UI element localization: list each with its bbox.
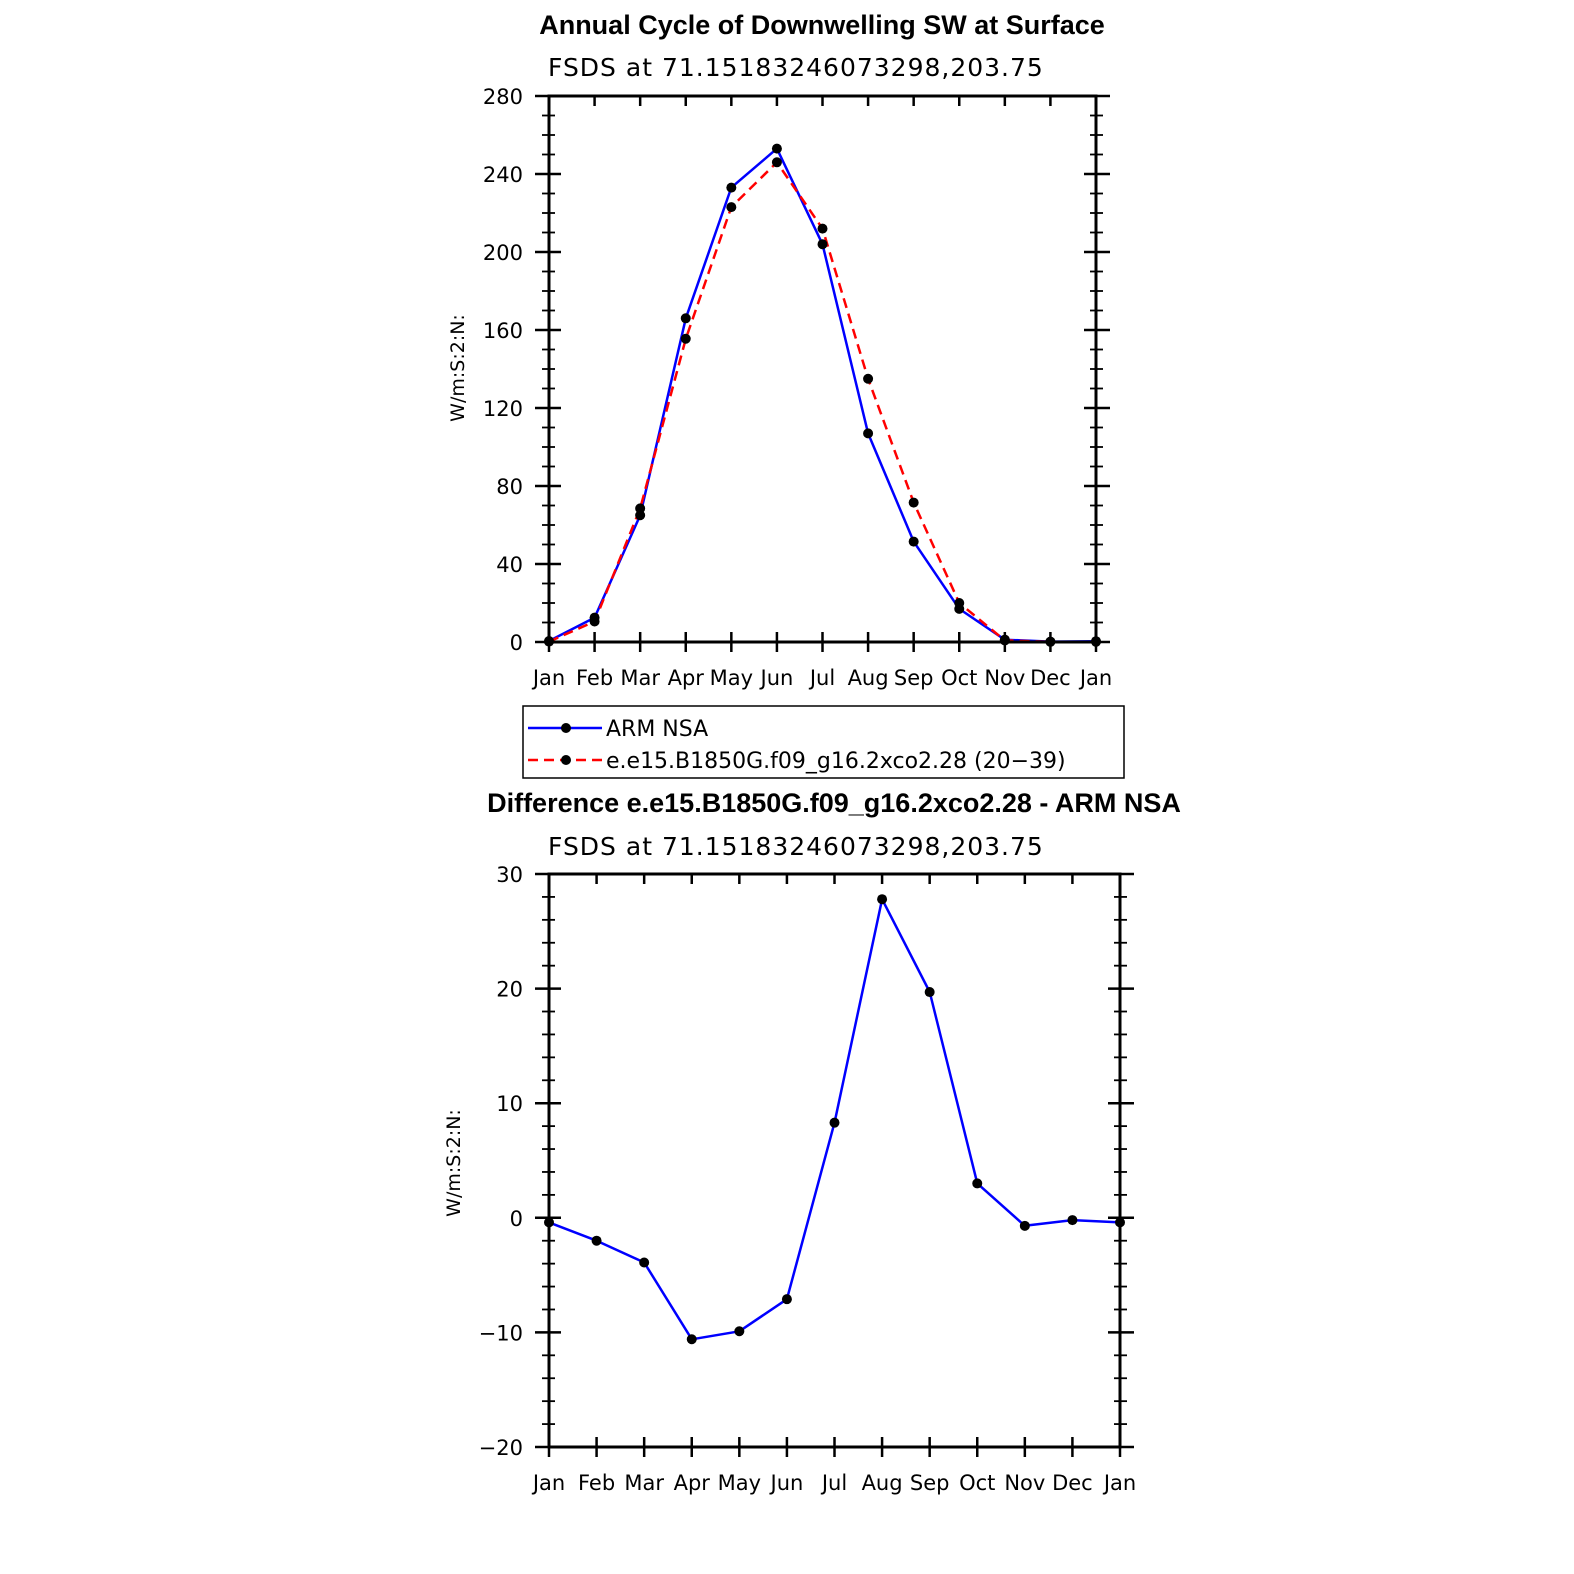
x-tick-label: Dec — [1052, 1471, 1093, 1495]
bottom-panel: Difference e.e15.B1850G.f09_g16.2xco2.28… — [443, 788, 1181, 1495]
top-tick-labels: Jan Feb Mar Apr May Jun Jul Aug Sep Oct Nov Dec Jan 0… — [483, 85, 1112, 690]
series-0-point — [591, 1235, 602, 1246]
bottom-series-points — [544, 894, 1125, 1345]
series-0-point — [817, 239, 828, 250]
y-tick-label: −20 — [479, 1436, 523, 1460]
series-0-point — [734, 1326, 745, 1337]
y-tick-label: 20 — [496, 978, 523, 1002]
series-1-point — [954, 598, 965, 608]
series-1-point — [908, 497, 919, 508]
top-series-points — [544, 143, 1101, 647]
y-tick-label: 10 — [496, 1092, 523, 1116]
top-y-axis-label: W/m:S:2:N: — [447, 314, 469, 422]
series-0-point — [908, 536, 919, 547]
legend-box — [522, 705, 1125, 779]
series-0-point — [1067, 1215, 1078, 1226]
series-1-point — [817, 223, 828, 234]
series-line-0 — [548, 147, 1097, 643]
series-0-point — [829, 1117, 840, 1128]
x-tick-label: Nov — [1004, 1471, 1045, 1495]
series-0-point — [877, 894, 888, 905]
bottom-axis-ticks — [535, 872, 1134, 1457]
y-tick-label: 0 — [510, 631, 523, 655]
y-tick-label: 160 — [483, 319, 523, 343]
y-tick-label: 0 — [510, 1207, 523, 1231]
x-tick-label: Jan — [531, 666, 565, 690]
x-tick-label: Nov — [984, 666, 1025, 690]
series-1-point — [589, 616, 600, 627]
series-1-point — [999, 635, 1010, 646]
y-tick-label: 280 — [483, 85, 523, 109]
x-tick-label: Jan — [1102, 1471, 1136, 1495]
series-1-point — [726, 202, 737, 213]
x-tick-label: Feb — [576, 666, 613, 690]
series-0-point — [771, 143, 782, 154]
x-tick-label: Aug — [848, 666, 889, 690]
bottom-tick-labels: Jan Feb Mar Apr May Jun Jul Aug Sep Oct Nov Dec Jan−… — [479, 863, 1137, 1495]
series-1-point — [680, 333, 691, 344]
top-panel: Annual Cycle of Downwelling SW at Surfac… — [447, 10, 1112, 690]
y-tick-label: 80 — [496, 475, 523, 499]
x-tick-label: Jun — [759, 666, 794, 690]
y-tick-label: 40 — [496, 553, 523, 577]
series-0-point — [863, 428, 874, 439]
y-tick-label: 30 — [496, 863, 523, 887]
x-tick-label: Aug — [862, 1471, 903, 1495]
series-0-point — [680, 313, 691, 324]
legend-marker-model — [561, 755, 571, 765]
legend-label-model: e.e15.B1850G.f09_g16.2xco2.28 (20−39) — [606, 749, 1066, 774]
series-line-1 — [548, 161, 1096, 644]
x-tick-label: Mar — [624, 1471, 664, 1495]
bottom-chart-title: Difference e.e15.B1850G.f09_g16.2xco2.28… — [487, 788, 1181, 818]
bottom-chart-subtitle: FSDS at 71.15183246073298,203.75 — [548, 832, 1044, 861]
top-axis-ticks — [535, 94, 1110, 652]
series-1-point — [771, 157, 782, 168]
x-tick-label: Apr — [674, 1471, 711, 1495]
legend-marker-arm-nsa — [561, 723, 571, 733]
series-0-point — [639, 1257, 650, 1268]
x-tick-label: Dec — [1030, 666, 1071, 690]
x-tick-label: Sep — [910, 1471, 950, 1495]
top-chart-subtitle: FSDS at 71.15183246073298,203.75 — [548, 53, 1044, 82]
x-tick-label: Oct — [959, 1471, 995, 1495]
x-tick-label: May — [710, 666, 753, 690]
series-0-point — [686, 1334, 697, 1345]
top-plot-frame — [547, 94, 1098, 644]
y-tick-label: 120 — [483, 397, 523, 421]
top-chart-title: Annual Cycle of Downwelling SW at Surfac… — [539, 10, 1105, 40]
x-tick-label: Jul — [820, 1471, 847, 1495]
x-tick-label: Sep — [894, 666, 934, 690]
x-tick-label: Apr — [668, 666, 705, 690]
y-tick-label: 240 — [483, 163, 523, 187]
x-tick-label: Oct — [941, 666, 977, 690]
legend: ARM NSA e.e15.B1850G.f09_g16.2xco2.28 (2… — [522, 705, 1125, 779]
series-0-point — [924, 987, 935, 998]
x-tick-label: May — [718, 1471, 761, 1495]
y-tick-label: −10 — [479, 1321, 523, 1345]
series-1-point — [863, 373, 874, 384]
series-0-point — [972, 1178, 983, 1189]
x-tick-label: Feb — [578, 1471, 615, 1495]
bottom-y-axis-label: W/m:S:2:N: — [443, 1109, 465, 1217]
legend-label-arm-nsa: ARM NSA — [606, 717, 708, 742]
series-0-point — [726, 182, 737, 193]
y-tick-label: 200 — [483, 241, 523, 265]
x-tick-label: Jun — [769, 1471, 804, 1495]
x-tick-label: Mar — [620, 666, 660, 690]
top-series-lines — [548, 147, 1097, 644]
series-0-point — [781, 1294, 792, 1305]
series-0-point — [1019, 1220, 1030, 1231]
x-tick-label: Jul — [808, 666, 835, 690]
bottom-plot-frame — [547, 872, 1122, 1449]
x-tick-label: Jan — [531, 1471, 565, 1495]
x-tick-label: Jan — [1078, 666, 1112, 690]
series-1-point — [635, 503, 646, 514]
